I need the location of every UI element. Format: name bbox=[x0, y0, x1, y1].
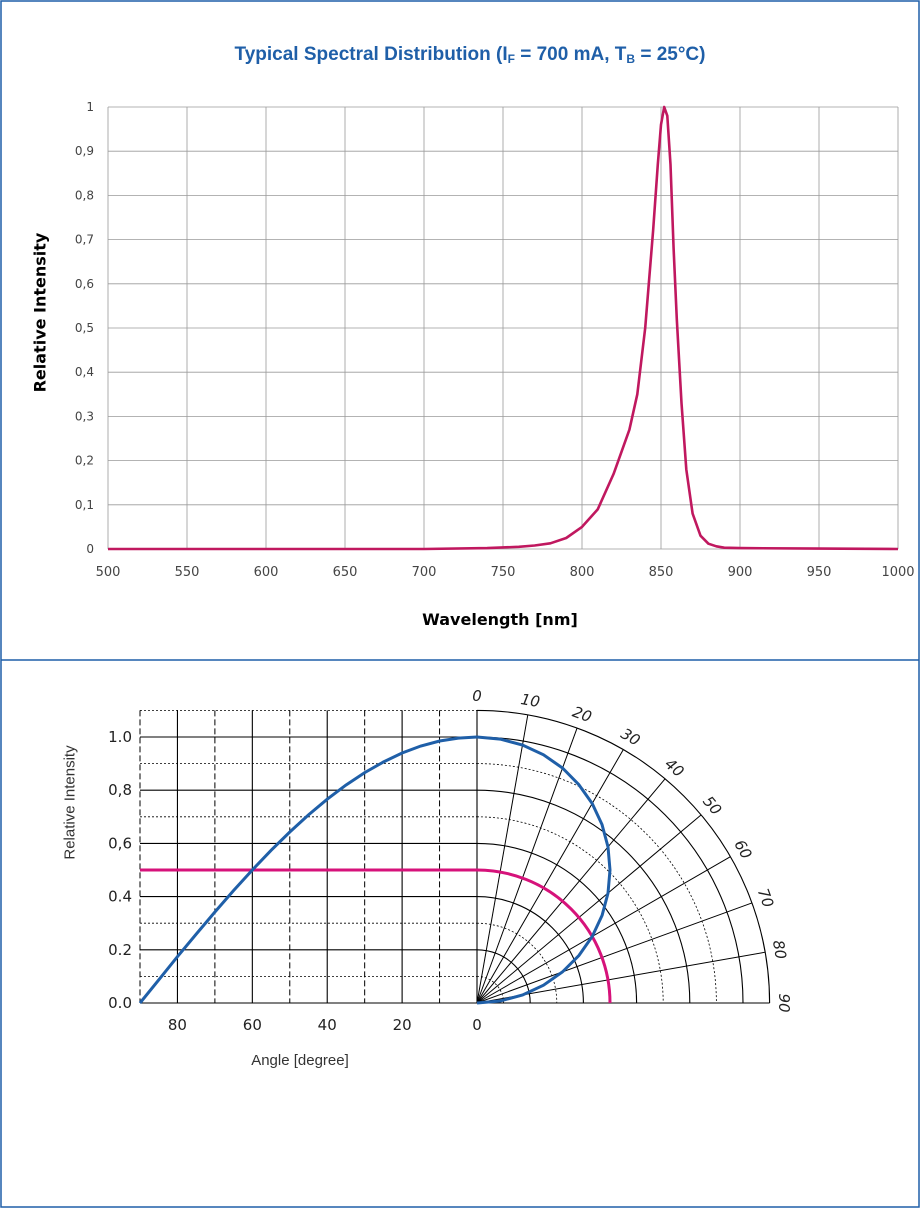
radiation-polar-ring bbox=[476, 763, 717, 1004]
spectrum-y-tick-labels: 0 0,1 0,2 0,3 0,4 0,5 0,6 0,7 0,8 0,9 1 bbox=[75, 100, 94, 556]
spectrum-x-tick-labels: 500 550 600 650 700 750 800 850 900 950 1000 bbox=[96, 565, 915, 580]
spectrum-y-axis-label: Relative Intensity bbox=[30, 232, 50, 393]
spectrum-gridlines bbox=[107, 106, 899, 550]
radiation-cartesian-grid bbox=[139, 710, 478, 1004]
spectrum-y-tick: 0,9 bbox=[75, 144, 94, 158]
spectrum-line bbox=[108, 105, 899, 551]
radiation-blue-curve bbox=[138, 735, 478, 1004]
radiation-y-axis-label: Relative Intensity bbox=[61, 745, 79, 860]
radiation-x-tick: 20 bbox=[393, 1016, 412, 1034]
spectrum-y-tick: 0,8 bbox=[75, 188, 94, 202]
radiation-polar-angle-label: 70 bbox=[754, 886, 777, 910]
spectrum-x-tick: 950 bbox=[807, 565, 832, 580]
spectrum-y-tick: 0,4 bbox=[75, 365, 94, 379]
radiation-x-axis-label: Angle [degree] bbox=[251, 1052, 349, 1069]
radiation-polar-angle-label: 80 bbox=[769, 939, 790, 961]
spectrum-x-tick: 550 bbox=[175, 565, 200, 580]
radiation-polar-angle-label: 10 bbox=[519, 690, 541, 711]
spectrum-chart-title: Typical Spectral Distribution (IF = 700 … bbox=[234, 44, 706, 66]
spectrum-x-tick: 1000 bbox=[881, 565, 914, 580]
spectrum-x-tick: 750 bbox=[491, 565, 516, 580]
radiation-polar-ring bbox=[476, 709, 771, 1004]
radiation-polar-ring bbox=[476, 736, 744, 1004]
spectrum-y-tick: 1 bbox=[86, 100, 94, 114]
spectrum-x-tick: 500 bbox=[96, 565, 121, 580]
radiation-y-tick: 0.4 bbox=[108, 888, 132, 906]
spectrum-x-tick: 800 bbox=[570, 565, 595, 580]
radiation-y-tick: 0.2 bbox=[108, 941, 132, 959]
radiation-pink-polar-arc bbox=[476, 868, 612, 1004]
spectrum-y-tick: 0 bbox=[86, 542, 94, 556]
radiation-polar-spoke bbox=[476, 778, 666, 1004]
radiation-polar-angle-label: 50 bbox=[699, 793, 725, 819]
radiation-y-tick: 1.0 bbox=[108, 728, 132, 746]
spectrum-x-axis-label: Wavelength [nm] bbox=[422, 610, 578, 629]
radiation-polar-spoke bbox=[476, 727, 578, 1004]
radiation-polar-angle-label: 30 bbox=[618, 724, 644, 749]
radiation-polar-angle-label: 90 bbox=[775, 993, 793, 1012]
radiation-polar-ring bbox=[476, 922, 558, 1004]
spectrum-y-tick: 0,5 bbox=[75, 321, 94, 335]
spectrum-x-tick: 850 bbox=[649, 565, 674, 580]
radiation-polar-ring bbox=[476, 789, 691, 1004]
radiation-y-tick: 0.0 bbox=[108, 994, 132, 1012]
radiation-x-tick: 80 bbox=[168, 1016, 187, 1034]
radiation-polar-ring bbox=[476, 896, 584, 1004]
spectrum-x-tick: 650 bbox=[333, 565, 358, 580]
spectrum-x-tick: 600 bbox=[254, 565, 279, 580]
spectrum-y-tick: 0,2 bbox=[75, 454, 94, 468]
radiation-polar-spoke bbox=[476, 902, 753, 1004]
radiation-x-tick: 60 bbox=[243, 1016, 262, 1034]
radiation-polar-angle-label: 60 bbox=[730, 837, 755, 863]
radiation-polar-spoke bbox=[476, 856, 731, 1004]
radiation-x-tick: 40 bbox=[318, 1016, 337, 1034]
spectrum-y-tick: 0,3 bbox=[75, 409, 94, 423]
radiation-polar-grid bbox=[476, 709, 771, 1004]
radiation-polar-ring bbox=[476, 816, 664, 1004]
spectrum-y-tick: 0,1 bbox=[75, 498, 94, 512]
radiation-polar-spoke bbox=[476, 749, 624, 1004]
radiation-polar-angle-label: 40 bbox=[661, 755, 687, 781]
radiation-polar-angle-label: 20 bbox=[570, 703, 594, 726]
radiation-polar-angle-label: 0 bbox=[472, 687, 482, 705]
spectrum-y-tick: 0,6 bbox=[75, 277, 94, 291]
radiation-y-tick: 0,8 bbox=[108, 781, 132, 799]
spectrum-x-tick: 900 bbox=[728, 565, 753, 580]
radiation-y-tick: 0,6 bbox=[108, 834, 132, 852]
radiation-blue-polar bbox=[476, 735, 612, 1005]
radiation-polar-spoke bbox=[476, 814, 702, 1004]
spectrum-y-tick: 0,7 bbox=[75, 233, 94, 247]
radiation-polar-spoke bbox=[476, 714, 529, 1004]
radiation-polar-ring bbox=[476, 842, 638, 1004]
radiation-x-tick: 0 bbox=[472, 1016, 482, 1034]
spectrum-x-tick: 700 bbox=[412, 565, 437, 580]
